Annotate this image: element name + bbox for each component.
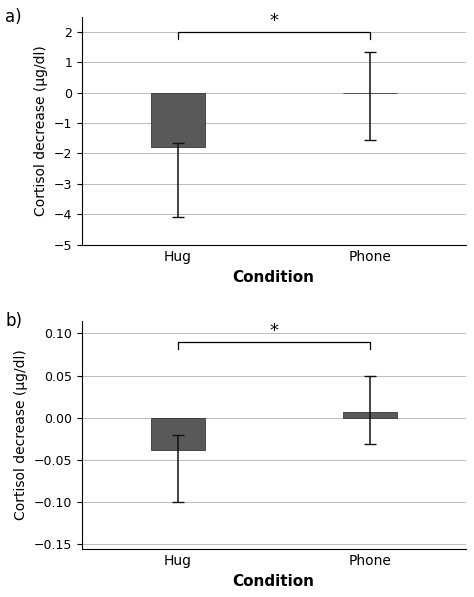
Text: b): b) [5, 312, 22, 330]
Bar [343, 412, 397, 418]
X-axis label: Condition: Condition [233, 574, 315, 589]
Bar [151, 93, 205, 147]
Text: *: * [269, 12, 278, 30]
X-axis label: Condition: Condition [233, 270, 315, 285]
Y-axis label: Cortisol decrease (µg/dl): Cortisol decrease (µg/dl) [34, 45, 48, 216]
Bar [151, 418, 205, 450]
Text: *: * [269, 322, 278, 340]
Text: a): a) [5, 8, 22, 26]
Y-axis label: Cortisol decrease (µg/dl): Cortisol decrease (µg/dl) [14, 349, 28, 520]
